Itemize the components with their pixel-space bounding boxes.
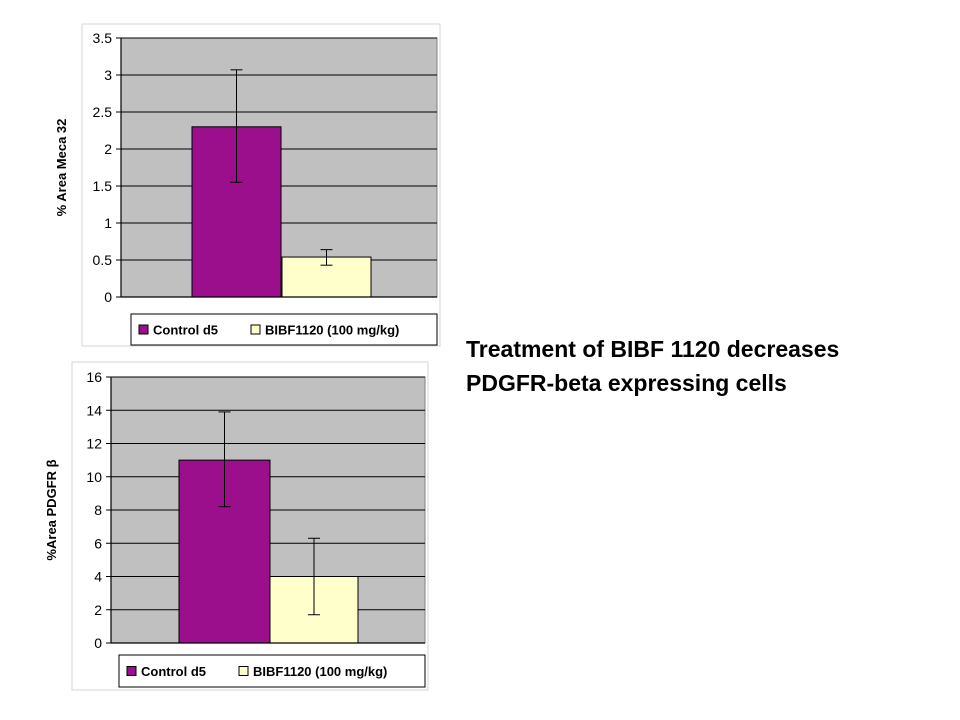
chart-1: 0 0.5 1 1.5 2 2.5 3 3.5 % Area Meca 32 Control d5…: [54, 23, 441, 347]
y-tick-label: 12: [86, 436, 102, 452]
y-tick-label: 0: [104, 289, 112, 305]
caption-line-1: Treatment of BIBF 1120 decreases: [466, 336, 840, 362]
legend-label-1: Control d5: [153, 323, 218, 338]
y-tick-label: 3.5: [93, 30, 113, 46]
y-tick-label: 2: [104, 141, 112, 157]
y-tick-label: 14: [86, 402, 102, 418]
legend-swatch-2: [250, 324, 261, 335]
legend-swatch-1: [138, 324, 149, 335]
legend-box: [130, 313, 438, 346]
chart-2: 0 2 4 6 8 10 12 14 16 %Area PDGFR β Control d5 BIBF…: [44, 361, 429, 691]
legend-box: [118, 654, 426, 688]
legend-swatch-1: [126, 666, 137, 676]
y-tick-label: 6: [94, 535, 102, 551]
legend-label-2: BIBF1120 (100 mg/kg): [253, 664, 387, 679]
y-tick-label: 2: [94, 602, 102, 618]
y-axis-label: %Area PDGFR β: [44, 459, 59, 560]
legend: Control d5 BIBF1120 (100 mg/kg): [118, 654, 426, 688]
y-tick-label: 3: [104, 67, 112, 83]
legend-label-1: Control d5: [141, 664, 206, 679]
y-tick-label: 16: [86, 369, 102, 385]
y-tick-label: 0: [94, 635, 102, 651]
y-tick-label: 1.5: [93, 178, 113, 194]
y-tick-label: 0.5: [93, 252, 113, 268]
slide-caption: Treatment of BIBF 1120 decreases PDGFR-b…: [466, 332, 946, 400]
legend-swatch-2: [238, 666, 249, 676]
y-tick-label: 8: [94, 502, 102, 518]
y-tick-label: 4: [94, 569, 102, 585]
legend-label-2: BIBF1120 (100 mg/kg): [265, 323, 399, 338]
y-tick-label: 1: [104, 215, 112, 231]
legend: Control d5 BIBF1120 (100 mg/kg): [130, 313, 438, 346]
y-tick-label: 10: [86, 469, 102, 485]
caption-line-2: PDGFR-beta expressing cells: [466, 370, 787, 396]
y-axis-label: % Area Meca 32: [54, 119, 69, 217]
y-tick-label: 2.5: [93, 104, 113, 120]
